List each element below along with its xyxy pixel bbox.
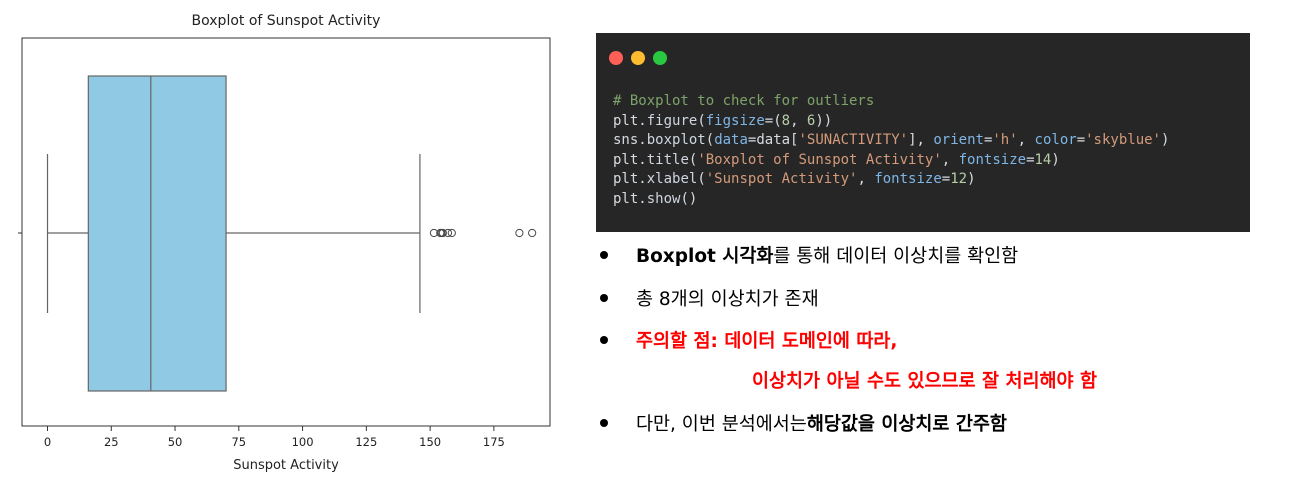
minimize-dot-icon: [631, 51, 645, 65]
code-token: ,: [857, 171, 875, 188]
plot-area-frame: [21, 37, 551, 427]
bullet-3-text: 주의할 점: 데이터 도메인에 따라,: [636, 331, 898, 352]
code-token: ): [967, 171, 976, 188]
code-token: sns: [613, 132, 639, 149]
code-token: # Boxplot to check for outliers: [613, 93, 875, 109]
x-tick-label: 125: [355, 435, 377, 449]
bullet-item-4: 다만, 이번 분석에서는 해당값을 이상치로 간주함: [600, 410, 1007, 436]
code-token: (: [688, 151, 698, 168]
code-token: ],: [908, 132, 934, 149]
code-token: (): [680, 190, 698, 207]
code-token: ,: [790, 112, 807, 129]
code-token: (: [697, 112, 706, 129]
code-panel: # Boxplot to check for outliers plt.figur…: [596, 33, 1250, 232]
code-token: figsize: [705, 112, 765, 129]
code-token: plt: [613, 190, 639, 207]
code-token: .: [638, 151, 647, 168]
code-token: 'h': [992, 132, 1018, 149]
code-token: )): [815, 112, 833, 129]
bullet-3-continuation: 이상치가 아닐 수도 있으므로 잘 처리해야 함: [752, 371, 1098, 392]
code-token: xlabel: [646, 171, 698, 188]
bullet-dot-icon: [600, 419, 608, 427]
code-token: .: [638, 190, 647, 207]
code-block: # Boxplot to check for outliers plt.figur…: [613, 92, 1169, 210]
code-token: 8: [781, 112, 791, 129]
bullet-item-1: Boxplot 시각화 를 통해 데이터 이상치를 확인함: [600, 242, 1018, 268]
code-token: 'SUNACTIVITY': [798, 132, 909, 149]
code-token: ,: [941, 151, 959, 168]
x-tick-label: 50: [168, 435, 183, 449]
outlier-point: [443, 228, 453, 238]
bullet-4-text: 다만, 이번 분석에서는: [636, 414, 807, 435]
code-line: plt.xlabel('Sunspot Activity', fontsize=…: [613, 170, 1169, 190]
maximize-dot-icon: [653, 51, 667, 65]
code-token: ): [1160, 132, 1170, 149]
x-tick-label: 175: [483, 435, 505, 449]
code-token: =(: [764, 112, 782, 129]
code-token: data: [714, 132, 748, 149]
code-token: 6: [806, 112, 816, 129]
code-token: orient: [933, 132, 984, 149]
x-tick-label: 150: [419, 435, 441, 449]
boxplot-chart: Boxplot of Sunspot Activity 0 25 50 75 100 12…: [18, 13, 551, 473]
code-token: .: [638, 132, 647, 149]
code-token: 'Sunspot Activity': [705, 171, 858, 188]
outlier-points: [429, 228, 537, 238]
code-token: =data[: [747, 132, 799, 149]
code-token: ,: [1017, 132, 1035, 149]
x-tick-label: 75: [231, 435, 246, 449]
bullet-dot-icon: [600, 294, 608, 302]
code-token: .: [638, 112, 647, 129]
code-token: =: [983, 132, 993, 149]
code-token: 'Boxplot of Sunspot Activity': [697, 151, 942, 168]
bullet-4-bold-text: 해당값을 이상치로 간주함: [806, 414, 1007, 435]
bullet-dot-icon: [600, 336, 608, 344]
code-line: plt.title('Boxplot of Sunspot Activity',…: [613, 151, 1169, 171]
code-token: 'skyblue': [1085, 132, 1161, 149]
outlier-point: [447, 228, 456, 238]
code-token: =: [941, 171, 951, 188]
code-line: plt.show(): [613, 190, 1169, 210]
x-tick-label: 100: [292, 435, 314, 449]
code-token: show: [646, 190, 681, 207]
code-line: # Boxplot to check for outliers: [613, 92, 1169, 112]
chart-title: Boxplot of Sunspot Activity: [192, 13, 381, 29]
x-axis-label: Sunspot Activity: [233, 458, 339, 473]
code-token: title: [646, 151, 689, 168]
code-token: ): [1051, 151, 1060, 168]
bullet-item-3: 주의할 점: 데이터 도메인에 따라,: [600, 327, 897, 353]
window-controls: [609, 51, 667, 65]
outlier-point: [515, 228, 524, 238]
outlier-point: [438, 228, 447, 238]
code-token: (: [705, 132, 715, 149]
code-line: plt.figure(figsize=(8, 6)): [613, 112, 1169, 132]
code-line: sns.boxplot(data=data['SUNACTIVITY'], or…: [613, 131, 1169, 151]
code-token: plt: [613, 151, 639, 168]
code-token: plt: [613, 171, 639, 188]
code-token: plt: [613, 112, 639, 129]
close-dot-icon: [609, 51, 623, 65]
bullet-1-bold-text: Boxplot 시각화: [636, 246, 774, 267]
interquartile-box: [87, 75, 227, 392]
code-token: figure: [646, 112, 698, 129]
x-axis-ticks: 0 25 50 75 100 125 150 175: [44, 426, 505, 449]
bullet-2-text: 총 8개의 이상치가 존재: [636, 289, 819, 310]
bullet-dot-icon: [600, 251, 608, 259]
code-token: fontsize: [958, 151, 1027, 168]
x-tick-label: 25: [104, 435, 119, 449]
x-tick-label: 0: [44, 435, 51, 449]
code-token: color: [1034, 132, 1077, 149]
bullet-item-2: 총 8개의 이상치가 존재: [600, 285, 819, 311]
code-token: boxplot: [646, 132, 706, 149]
bullet-1-text: 를 통해 데이터 이상치를 확인함: [773, 246, 1019, 267]
code-token: (: [697, 171, 706, 188]
code-token: =: [1026, 151, 1035, 168]
code-token: 12: [950, 171, 968, 188]
code-token: .: [638, 171, 647, 188]
code-token: 14: [1034, 151, 1052, 168]
outlier-point: [528, 228, 537, 238]
code-token: =: [1076, 132, 1086, 149]
code-token: fontsize: [874, 171, 942, 188]
